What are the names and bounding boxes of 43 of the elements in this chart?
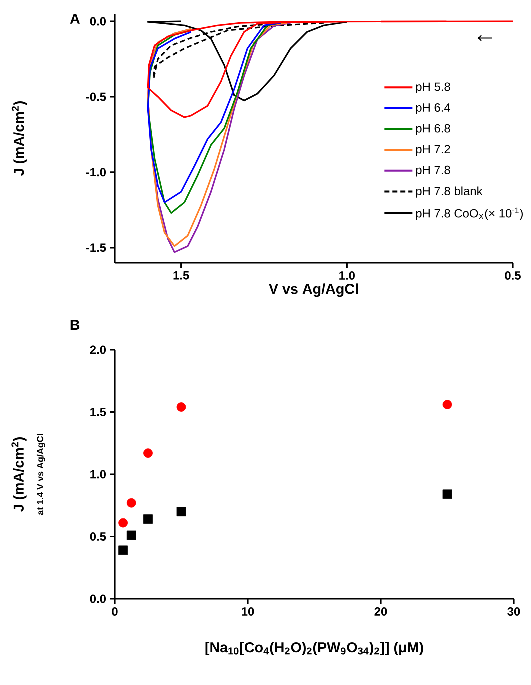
y-tick-label: 0.0 — [90, 594, 106, 604]
y-tick-label: 0.0 — [90, 17, 106, 26]
x-tick-label: 1.5 — [174, 272, 190, 280]
annotation: ← — [478, 35, 492, 42]
point — [442, 490, 452, 500]
point — [176, 402, 186, 412]
point — [144, 448, 153, 458]
text: B — [70, 320, 80, 330]
legend-label: pH 7.2 — [416, 145, 450, 156]
point — [144, 514, 153, 524]
legend-label: pH 6.4 — [416, 104, 451, 114]
y-axis-title: J (mA/cm$^{2}$) — [12, 438, 27, 512]
legend-label: pH 7.8 — [416, 166, 450, 177]
line-series — [147, 20, 514, 118]
point — [126, 530, 136, 540]
x-tick-label: 30 — [508, 608, 520, 616]
text: [Na$_{10}$[Co$_{4}$(H$_{2}$O)$_{2}$(PW$_{9}$O$_{34}$)$_{2}$]] (μM) — [206, 642, 424, 656]
text: A — [70, 14, 80, 24]
y-tick-label: -0.5 — [86, 92, 106, 102]
y-tick-label: 1.0 — [90, 470, 106, 479]
x-tick-label: 0 — [112, 608, 118, 616]
line-series — [147, 20, 348, 102]
y-tick-label: -1.5 — [86, 244, 106, 252]
point — [118, 546, 128, 556]
x-axis-title: V vs Ag/AgCl — [269, 284, 358, 298]
x-tick-label: 1.0 — [340, 271, 355, 280]
legend-label: pH 6.8 — [416, 124, 450, 136]
text: at 1.4 V vs Ag/AgCl — [36, 434, 46, 516]
y-axis-title: J (mA/cm$^{2}$) — [12, 102, 28, 176]
legend-label: pH 7.8 CoO$_{X}$(× 10$^{-1}$) — [416, 208, 523, 220]
x-tick-label: 10 — [242, 608, 254, 616]
point — [126, 498, 136, 508]
y-tick-label: -1.0 — [86, 168, 106, 177]
y-tick-label: 1.5 — [90, 408, 106, 416]
point — [176, 507, 186, 517]
legend-label: pH 5.8 — [416, 82, 450, 94]
point — [118, 518, 128, 528]
x-tick-label: 0.5 — [505, 271, 521, 280]
point — [442, 400, 452, 410]
y-tick-label: 2.0 — [90, 346, 106, 354]
x-tick-label: 20 — [374, 608, 388, 616]
y-tick-label: 0.5 — [90, 532, 106, 541]
legend-label: pH 7.8 blank — [416, 186, 483, 198]
